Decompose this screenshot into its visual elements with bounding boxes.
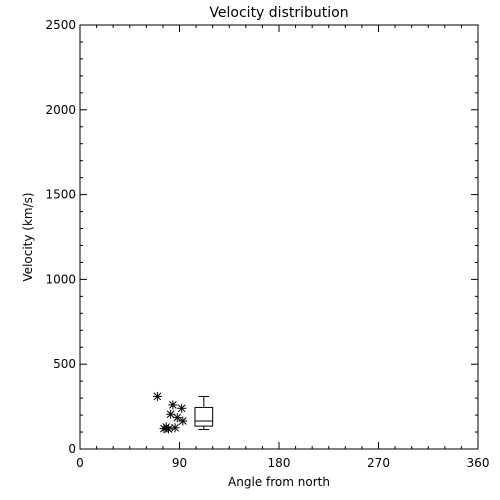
y-tick-label: 1000 (45, 272, 76, 286)
plot-frame (79, 24, 479, 450)
y-tick-label: 2000 (45, 103, 76, 117)
data-point (166, 409, 176, 419)
chart-title: Velocity distribution (209, 5, 348, 21)
x-tick-label: 270 (367, 456, 390, 470)
x-axis-label: Angle from north (228, 475, 330, 489)
x-tick-label: 0 (76, 456, 84, 470)
data-point (168, 400, 178, 410)
data-point (163, 424, 173, 434)
data-point (177, 403, 187, 413)
y-axis: 0 500 1000 1500 2000 2500 (45, 18, 478, 456)
y-tick-label: 2500 (45, 18, 76, 32)
data-point (152, 391, 162, 401)
y-axis-label: Velocity (km/s) (21, 192, 35, 281)
x-tick-label: 360 (467, 456, 490, 470)
data-point (170, 423, 180, 433)
y-tick-label: 1500 (45, 188, 76, 202)
scatter-points (152, 391, 188, 434)
y-tick-label: 0 (68, 442, 76, 456)
x-tick-label: 180 (268, 456, 291, 470)
y-tick-label: 500 (53, 357, 76, 371)
x-axis: 0 90 180 270 360 (76, 25, 489, 470)
boxplot (194, 395, 214, 430)
box-iqr (194, 406, 214, 427)
x-tick-label: 90 (172, 456, 187, 470)
data-point (178, 416, 188, 426)
data-point (172, 413, 182, 423)
